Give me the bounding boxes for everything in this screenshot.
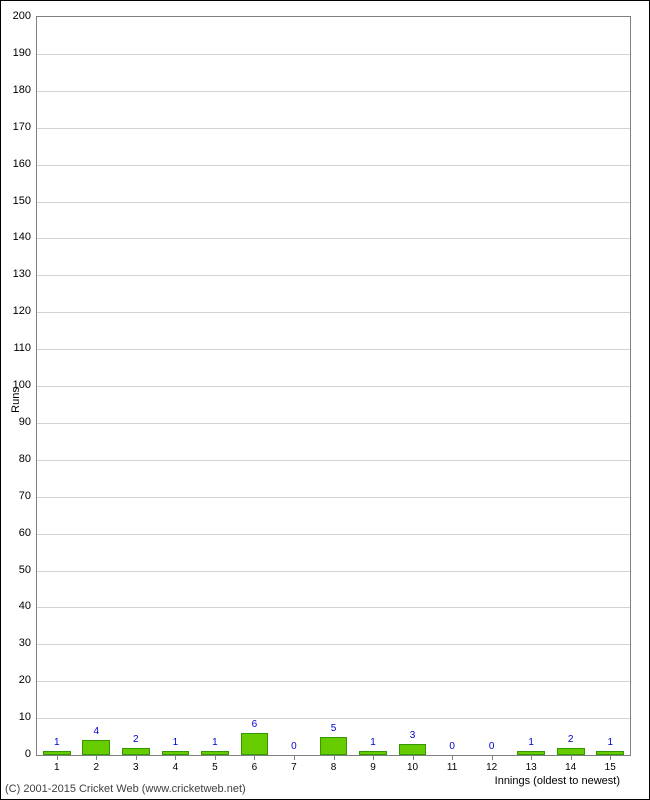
bar-value-label: 0 [449, 741, 455, 752]
bar-value-label: 1 [528, 737, 534, 748]
gridline [37, 349, 630, 350]
bar-value-label: 1 [607, 737, 613, 748]
ytick-label: 80 [19, 453, 31, 465]
xtick-mark [492, 755, 493, 760]
xtick-label: 3 [133, 762, 139, 773]
bar [399, 744, 427, 755]
bar-value-label: 1 [212, 737, 218, 748]
xtick-label: 4 [173, 762, 179, 773]
xtick-mark [136, 755, 137, 760]
xtick-mark [571, 755, 572, 760]
xtick-label: 1 [54, 762, 60, 773]
xtick-mark [57, 755, 58, 760]
gridline [37, 54, 630, 55]
xtick-mark [175, 755, 176, 760]
gridline [37, 275, 630, 276]
gridline [37, 238, 630, 239]
xtick-label: 10 [407, 762, 418, 773]
bar-value-label: 2 [568, 734, 574, 745]
xtick-label: 7 [291, 762, 297, 773]
ytick-label: 200 [13, 10, 31, 22]
ytick-label: 10 [19, 711, 31, 723]
bar-value-label: 1 [173, 737, 179, 748]
ytick-label: 110 [13, 342, 31, 354]
ytick-label: 0 [25, 748, 31, 760]
gridline [37, 423, 630, 424]
xtick-mark [373, 755, 374, 760]
bar [82, 740, 110, 755]
y-axis-label: Runs [10, 387, 22, 413]
xtick-mark [254, 755, 255, 760]
xtick-mark [334, 755, 335, 760]
x-axis-label: Innings (oldest to newest) [495, 775, 620, 787]
gridline [37, 607, 630, 608]
ytick-label: 60 [19, 527, 31, 539]
bar-value-label: 3 [410, 730, 416, 741]
ytick-label: 190 [13, 47, 31, 59]
bar-value-label: 2 [133, 734, 139, 745]
bar-value-label: 5 [331, 723, 337, 734]
gridline [37, 497, 630, 498]
xtick-label: 15 [605, 762, 616, 773]
bar-value-label: 1 [370, 737, 376, 748]
xtick-label: 9 [370, 762, 376, 773]
chart-container: Innings (oldest to newest) 1142231415660… [0, 0, 650, 800]
bar-value-label: 0 [291, 741, 297, 752]
ytick-label: 100 [13, 379, 31, 391]
ytick-label: 160 [13, 158, 31, 170]
ytick-label: 150 [13, 195, 31, 207]
ytick-label: 140 [13, 231, 31, 243]
ytick-label: 70 [19, 490, 31, 502]
xtick-label: 13 [526, 762, 537, 773]
bar-value-label: 0 [489, 741, 495, 752]
gridline [37, 312, 630, 313]
gridline [37, 644, 630, 645]
copyright-text: (C) 2001-2015 Cricket Web (www.cricketwe… [5, 783, 246, 795]
bar [122, 748, 150, 755]
ytick-label: 180 [13, 84, 31, 96]
gridline [37, 534, 630, 535]
xtick-label: 2 [94, 762, 100, 773]
xtick-label: 5 [212, 762, 218, 773]
bar-value-label: 6 [252, 719, 258, 730]
gridline [37, 386, 630, 387]
gridline [37, 165, 630, 166]
ytick-label: 90 [19, 416, 31, 428]
xtick-mark [215, 755, 216, 760]
gridline [37, 718, 630, 719]
ytick-label: 130 [13, 268, 31, 280]
xtick-label: 14 [565, 762, 576, 773]
xtick-mark [96, 755, 97, 760]
gridline [37, 571, 630, 572]
chart-plot-area: Innings (oldest to newest) 1142231415660… [36, 16, 631, 756]
xtick-label: 11 [447, 762, 457, 773]
xtick-mark [413, 755, 414, 760]
bar-value-label: 4 [94, 726, 100, 737]
bar [241, 733, 269, 755]
bar-value-label: 1 [54, 737, 60, 748]
ytick-label: 20 [19, 674, 31, 686]
ytick-label: 30 [19, 637, 31, 649]
gridline [37, 91, 630, 92]
xtick-mark [610, 755, 611, 760]
ytick-label: 40 [19, 600, 31, 612]
gridline [37, 202, 630, 203]
gridline [37, 460, 630, 461]
ytick-label: 50 [19, 564, 31, 576]
gridline [37, 128, 630, 129]
ytick-label: 170 [13, 121, 31, 133]
xtick-mark [294, 755, 295, 760]
ytick-label: 120 [13, 305, 31, 317]
xtick-mark [452, 755, 453, 760]
xtick-label: 8 [331, 762, 337, 773]
bar [320, 737, 348, 755]
gridline [37, 681, 630, 682]
xtick-label: 12 [486, 762, 497, 773]
xtick-label: 6 [252, 762, 258, 773]
xtick-mark [531, 755, 532, 760]
bar [557, 748, 585, 755]
